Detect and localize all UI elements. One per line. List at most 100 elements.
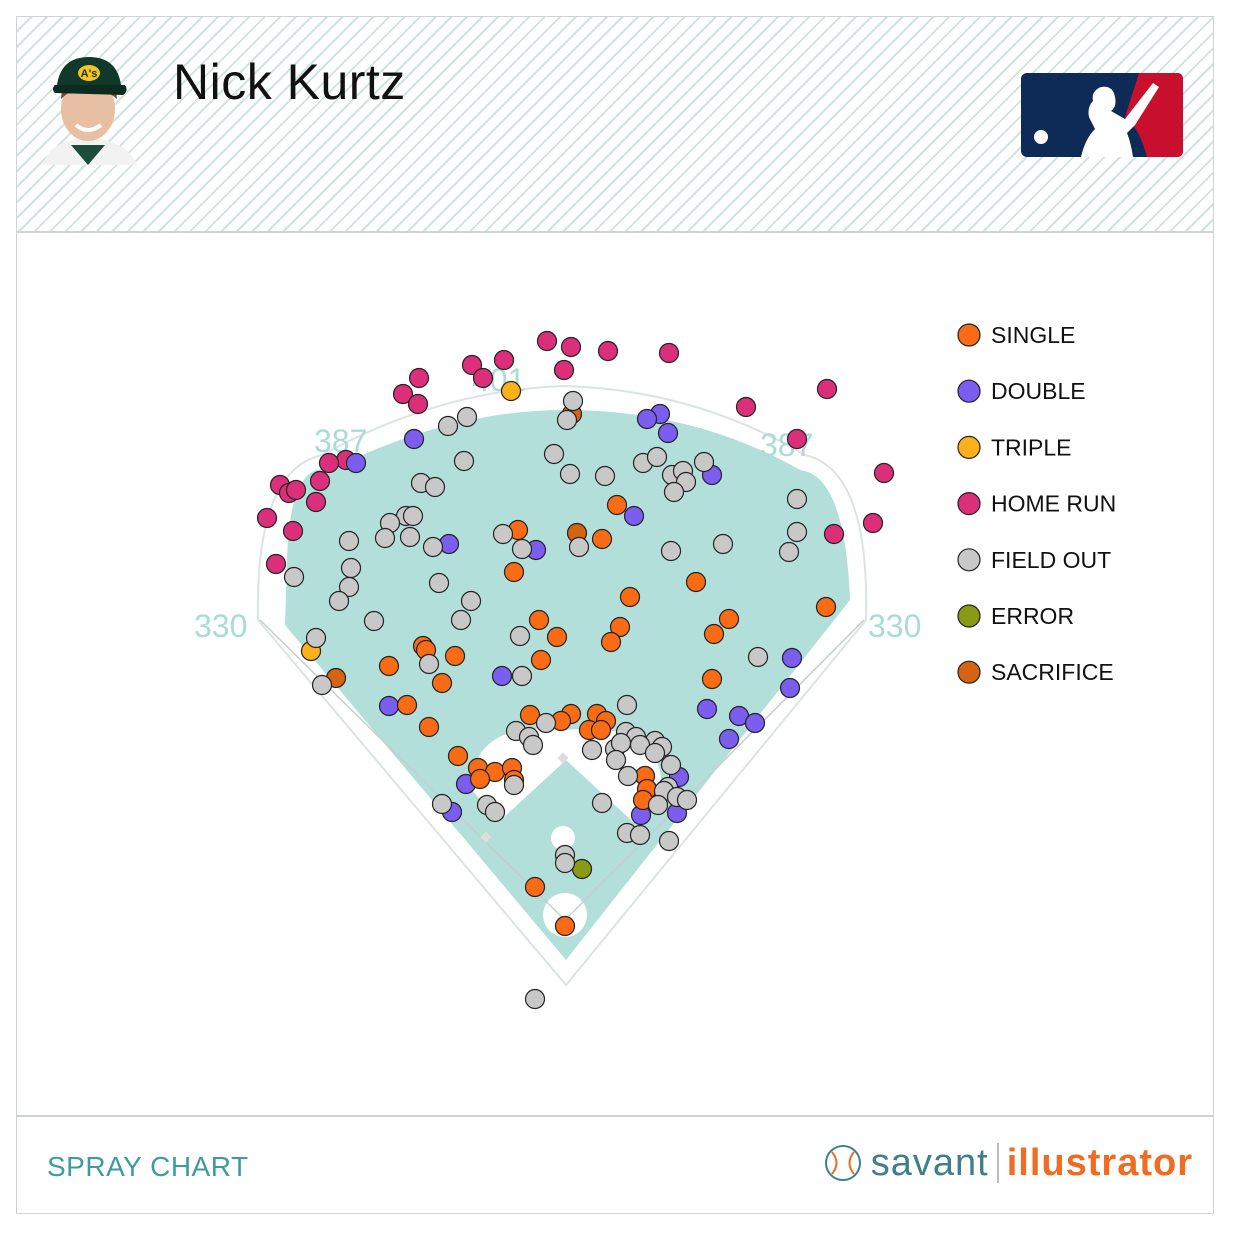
footer-title: SPRAY CHART [47, 1151, 249, 1182]
hit-point-field-out [450, 609, 472, 631]
hit-point-double [696, 698, 718, 720]
hit-point-field-out [660, 540, 682, 562]
hit-point-triple [500, 380, 522, 402]
hit-point-field-out [305, 627, 327, 649]
hit-point-double [345, 452, 367, 474]
hit-point-home-run [553, 359, 575, 381]
hit-point-home-run [309, 470, 331, 492]
hit-point-field-out [554, 852, 576, 874]
hit-point-single [718, 608, 740, 630]
footer-bar: SPRAY CHART savant illustrator [17, 1115, 1213, 1213]
legend-swatch [957, 660, 981, 684]
right-foul-line [564, 619, 865, 921]
hit-point-error [571, 858, 593, 880]
hit-point-field-out [778, 541, 800, 563]
brand-divider [996, 1143, 999, 1183]
hit-point-field-out [610, 732, 632, 754]
legend-item-sacrifice: SACRIFICE [957, 659, 1114, 685]
hit-point-home-run [472, 367, 494, 389]
legend-label: DOUBLE [991, 378, 1086, 404]
hit-point-field-out [646, 446, 668, 468]
hit-point-single [609, 616, 631, 638]
hit-point-field-out [399, 526, 421, 548]
cap-logo-text: A's [81, 68, 98, 80]
legend-item-double: DOUBLE [957, 378, 1086, 404]
hit-point-field-out [431, 793, 453, 815]
hit-point-double [657, 422, 679, 444]
hit-point-home-run [873, 462, 895, 484]
hit-point-single [591, 528, 613, 550]
hit-point-field-out [453, 450, 475, 472]
hit-point-single [701, 668, 723, 690]
hit-points [256, 330, 895, 1010]
legend-item-single: SINGLE [957, 322, 1075, 348]
hit-point-home-run [862, 512, 884, 534]
savant-illustrator-brand: savant illustrator [823, 1139, 1193, 1187]
legend-swatch [957, 435, 981, 459]
hit-point-field-out [424, 476, 446, 498]
hit-point-home-run [408, 367, 430, 389]
hit-point-double [718, 728, 740, 750]
legend-swatch [957, 604, 981, 628]
hit-point-field-out [568, 536, 590, 558]
hit-point-field-out [535, 712, 557, 734]
hit-point-single [590, 719, 612, 741]
legend-item-triple: TRIPLE [957, 434, 1072, 460]
hit-point-field-out [594, 465, 616, 487]
hit-point-field-out [693, 451, 715, 473]
hit-point-field-out [663, 481, 685, 503]
hit-point-double [378, 695, 400, 717]
legend-swatch [957, 379, 981, 403]
hit-point-single [619, 586, 641, 608]
hit-point-field-out [456, 406, 478, 428]
legend-swatch [957, 492, 981, 516]
hit-point-double [744, 712, 766, 734]
hit-point-home-run [318, 452, 340, 474]
legend-label: SACRIFICE [991, 659, 1114, 685]
hit-point-field-out [437, 415, 459, 437]
hit-point-home-run [560, 336, 582, 358]
spray-chart-card: A's Nick Kurtz [16, 16, 1214, 1214]
hit-point-field-out [511, 665, 533, 687]
hit-point-single [418, 716, 440, 738]
hit-point-field-out [616, 694, 638, 716]
hit-point-single [524, 876, 546, 898]
hit-point-field-out [283, 566, 305, 588]
mlb-logo-icon [1021, 73, 1183, 157]
hit-point-double [781, 647, 803, 669]
legend-label: ERROR [991, 603, 1074, 629]
hit-point-home-run [407, 393, 429, 415]
hit-point-double [403, 428, 425, 450]
legend-label: SINGLE [991, 322, 1075, 348]
hit-point-home-run [597, 340, 619, 362]
hit-point-home-run [658, 342, 680, 364]
hit-point-field-out [747, 646, 769, 668]
hit-point-field-out [311, 674, 333, 696]
distance-label-right-center: 387 [760, 427, 813, 463]
hit-point-field-out [605, 749, 627, 771]
hit-point-single [546, 626, 568, 648]
hit-point-field-out [484, 801, 506, 823]
hit-point-field-out [617, 765, 639, 787]
hit-point-field-out [591, 792, 613, 814]
hit-point-home-run [265, 553, 287, 575]
hit-point-field-out [712, 533, 734, 555]
second-base [557, 752, 569, 764]
hit-point-field-out [676, 789, 698, 811]
hit-point-field-out [338, 576, 360, 598]
player-headshot-icon: A's [43, 57, 137, 165]
hit-point-field-out [522, 734, 544, 756]
hit-point-single [378, 655, 400, 677]
hit-point-double [623, 505, 645, 527]
hit-point-single [444, 645, 466, 667]
hit-point-field-out [492, 523, 514, 545]
hit-point-field-out [460, 590, 482, 612]
spray-chart-area: 330 387 401 387 330 SINGLE DOUBLE TRIPLE HO… [17, 231, 1213, 1117]
hit-point-home-run [285, 479, 307, 501]
legend-swatch [957, 323, 981, 347]
hit-point-field-out [629, 824, 651, 846]
baseball-icon [824, 1145, 861, 1181]
hit-point-field-out [660, 754, 682, 776]
hit-point-single [528, 609, 550, 631]
legend-label: FIELD OUT [991, 547, 1111, 573]
